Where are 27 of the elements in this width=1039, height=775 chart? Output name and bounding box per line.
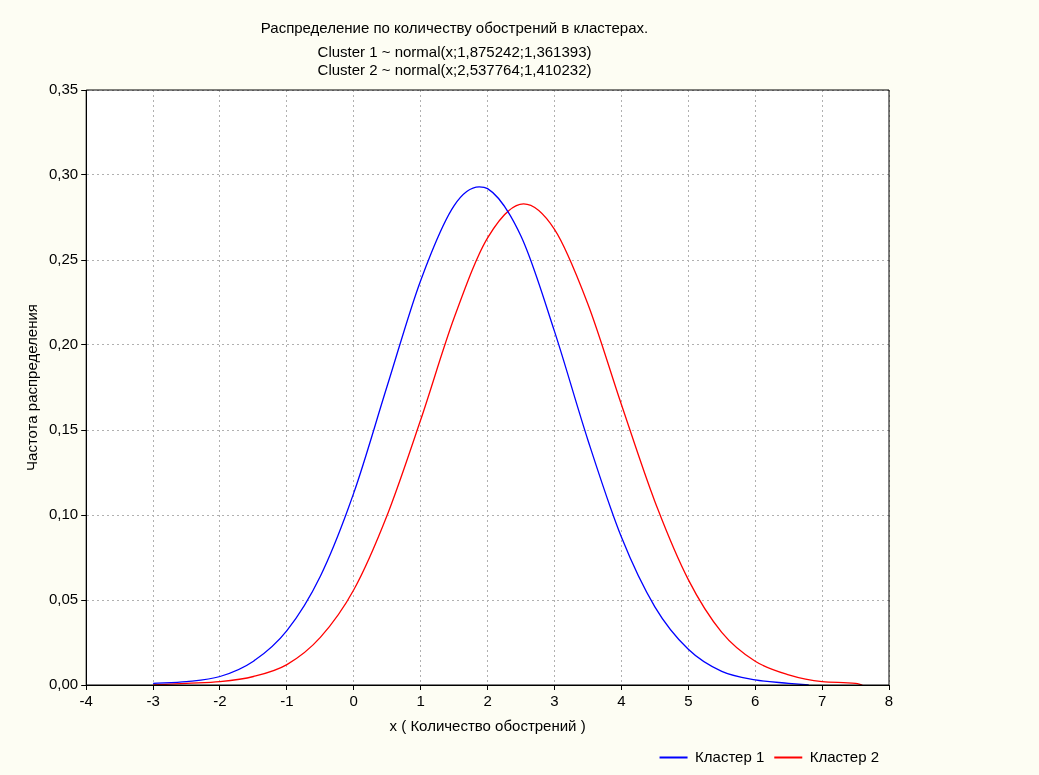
x-tick-label: 0 [349,692,358,710]
x-tick-label: 2 [483,692,492,710]
x-tick-label: 7 [817,692,827,710]
x-tick-label: 8 [884,692,894,710]
x-tick-label: -2 [213,692,227,710]
y-tick-label: 0,35 [48,80,79,98]
x-tick-label: 4 [617,692,626,710]
y-tick-label: 0,20 [48,335,79,353]
y-tick-label: 0,30 [48,165,79,183]
x-tick-label: -3 [146,692,160,710]
y-tick-label: 0,15 [48,420,79,438]
y-axis-title: Частота распределения [23,304,41,471]
x-tick-label: 3 [550,692,559,710]
x-axis-title: x ( Количество обострений ) [389,717,586,735]
y-tick-label: 0,25 [48,250,79,268]
y-tick-label: 0,00 [48,675,79,693]
x-tick-label: 5 [684,692,693,710]
y-tick-label: 0,10 [48,505,79,523]
x-tick-label: -4 [79,692,93,710]
chart-subtitle: Cluster 1 ~ normal(x;1,875242;1,361393) Cluster 2 ~ normal(x;2,537764;1,410232) [317,43,592,79]
y-tick-label: 0,05 [48,590,79,608]
x-tick-label: 1 [416,692,425,710]
x-tick-label: -1 [280,692,294,710]
legend-label: Кластер 2 [809,747,880,765]
legend-label: Кластер 1 [695,747,765,765]
chart-title: Распределение по количеству обострений в кластерах. [260,19,649,37]
x-tick-label: 6 [751,692,760,710]
